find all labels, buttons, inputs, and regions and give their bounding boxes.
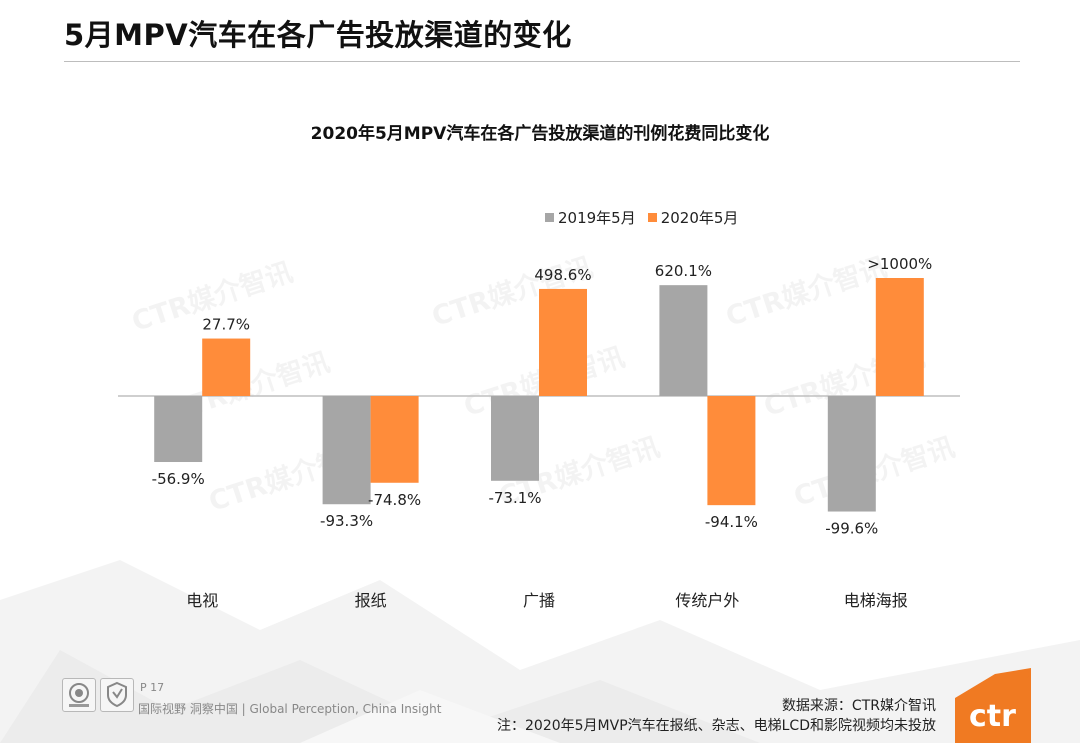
bar-2019-4 [827, 396, 876, 512]
legend-label-2020: 2020年5月 [660, 209, 739, 227]
data-label: >1000% [867, 255, 932, 273]
category-label: 电视 [186, 591, 218, 610]
page-title: 5月MPV汽车在各广告投放渠道的变化 [64, 18, 572, 52]
bar-2020-2 [539, 288, 587, 396]
bar-2019-2 [491, 396, 539, 481]
footer-slogan: 国际视野 洞察中国 | Global Perception, China Ins… [138, 702, 442, 716]
category-label: 电梯海报 [844, 591, 908, 610]
footnote: 注：2020年5月MVP汽车在报纸、杂志、电梯LCD和影院视频均未投放 [497, 718, 936, 734]
legend-swatch-2019 [545, 213, 554, 222]
certification-logos [62, 678, 134, 712]
data-label: -93.3% [320, 512, 373, 530]
chart-title: 2020年5月MPV汽车在各广告投放渠道的刊例花费同比变化 [310, 124, 770, 144]
category-label: 传统户外 [675, 591, 739, 610]
bar-2020-1 [370, 396, 419, 483]
category-label: 广播 [523, 591, 555, 610]
page-number: P 17 [140, 681, 165, 694]
title-divider [64, 61, 1020, 62]
bar-2020-0 [202, 338, 251, 396]
background-decoration [0, 560, 1080, 743]
data-label: 620.1% [655, 262, 712, 280]
sgs-certification-icon [62, 678, 96, 712]
legend-item-2020: 2020年5月 [647, 207, 739, 228]
data-label: -74.8% [368, 491, 421, 509]
data-label: -99.6% [825, 520, 878, 538]
legend-swatch-2020 [647, 213, 657, 222]
data-source: 数据来源：CTR媒介智讯 [781, 698, 936, 714]
bar-2019-3 [659, 285, 708, 396]
data-label: -94.1% [705, 513, 758, 531]
ctr-logo: ctr [955, 668, 1031, 743]
data-label: -73.1% [488, 489, 541, 507]
category-label: 报纸 [355, 591, 387, 610]
chart-legend: 2019年5月 2020年5月 [545, 207, 750, 228]
legend-item-2019: 2019年5月 [545, 207, 636, 228]
bar-2019-0 [154, 396, 203, 463]
ctr-logo-text: ctr [969, 699, 1016, 734]
bar-2020-4 [875, 278, 924, 396]
bar-2020-3 [707, 396, 756, 506]
data-label: 27.7% [202, 316, 250, 334]
ukas-certification-icon [100, 678, 134, 712]
data-label: -56.9% [152, 470, 205, 488]
bar-2019-1 [322, 396, 371, 505]
legend-label-2019: 2019年5月 [558, 209, 636, 227]
data-label: 498.6% [534, 266, 591, 284]
